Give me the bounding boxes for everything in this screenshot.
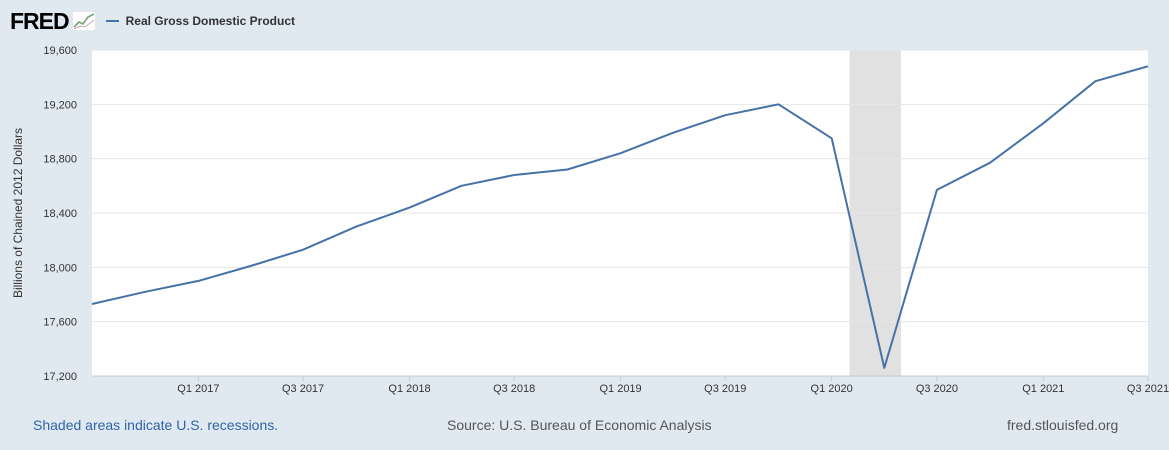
sparkline-chart-icon xyxy=(71,11,96,31)
y-tick-label: 19,200 xyxy=(43,99,77,111)
y-tick-label: 18,400 xyxy=(43,208,77,220)
y-tick-label: 17,600 xyxy=(43,317,77,329)
legend-swatch xyxy=(105,20,119,22)
fred-logo[interactable]: FRED xyxy=(10,7,70,34)
source-note: Source: U.S. Bureau of Economic Analysis xyxy=(447,417,712,433)
x-tick-label: Q3 2019 xyxy=(704,383,746,395)
x-tick-label: Q3 2017 xyxy=(282,383,324,395)
y-tick-label: 17,200 xyxy=(43,371,77,383)
y-tick-label: 18,000 xyxy=(43,262,77,274)
x-tick-label: Q1 2017 xyxy=(177,383,219,395)
x-tick-label: Q3 2018 xyxy=(493,383,535,395)
x-tick-label: Q3 2020 xyxy=(916,383,958,395)
x-tick-label: Q1 2018 xyxy=(388,383,430,395)
y-tick-label: 19,600 xyxy=(43,45,77,57)
x-tick-label: Q1 2021 xyxy=(1022,383,1064,395)
line-chart: 17,200 17,600 18,000 18,400 18,800 19,200 19,6… xyxy=(11,45,1169,395)
site-link[interactable]: fred.stlouisfed.org xyxy=(1007,417,1119,433)
x-tick-label: Q1 2019 xyxy=(599,383,641,395)
recession-note: Shaded areas indicate U.S. recessions. xyxy=(33,417,279,433)
legend-label: Real Gross Domestic Product xyxy=(125,14,296,28)
chart-header: FRED Real Gross Domestic Product xyxy=(10,6,295,36)
x-tick-label: Q3 2021 xyxy=(1127,383,1169,395)
series-line xyxy=(91,65,1149,369)
y-tick-label: 18,800 xyxy=(43,154,77,166)
chart-legend: Real Gross Domestic Product xyxy=(105,14,296,28)
x-tick-label: Q1 2020 xyxy=(811,383,853,395)
y-axis-title: Billions of Chained 2012 Dollars xyxy=(11,128,25,298)
